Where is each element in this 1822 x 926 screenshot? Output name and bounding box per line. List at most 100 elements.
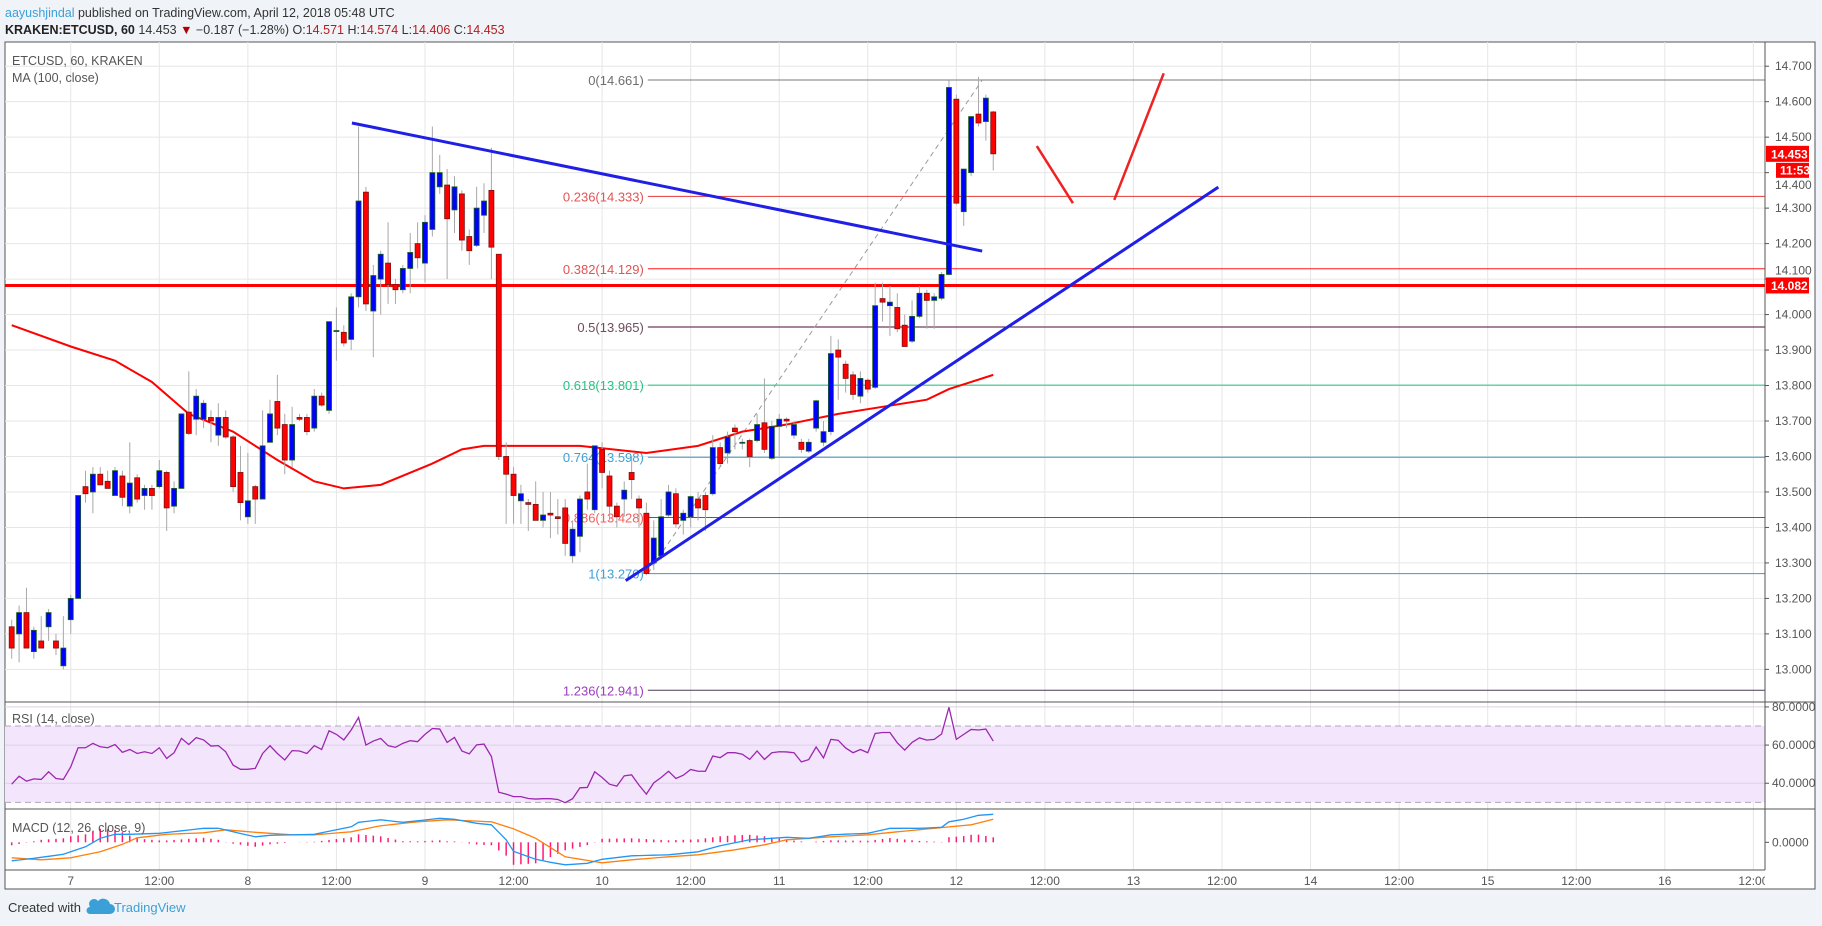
candle[interactable]	[835, 339, 842, 400]
candle[interactable]	[466, 229, 473, 265]
candle[interactable]	[458, 190, 465, 251]
candle[interactable]	[326, 321, 332, 414]
candle[interactable]	[901, 314, 908, 347]
ascending-trendline[interactable]	[624, 185, 1220, 582]
candle[interactable]	[267, 399, 273, 443]
candle[interactable]	[75, 495, 82, 599]
candle[interactable]	[38, 616, 45, 649]
candle[interactable]	[968, 115, 974, 177]
candle[interactable]	[149, 484, 155, 510]
candle[interactable]	[510, 467, 517, 524]
rsi-legend[interactable]: RSI (14, close)	[12, 712, 95, 726]
candle[interactable]	[16, 605, 22, 663]
candle[interactable]	[628, 456, 635, 500]
tradingview-logo[interactable]: TradingView	[86, 898, 187, 915]
candle[interactable]	[894, 293, 901, 333]
candle[interactable]	[857, 371, 864, 404]
candle[interactable]	[909, 300, 915, 343]
projection-arrow-line[interactable]	[1035, 145, 1075, 204]
candle[interactable]	[673, 488, 679, 528]
candle[interactable]	[783, 417, 790, 429]
candle[interactable]	[429, 126, 436, 237]
candle[interactable]	[134, 474, 141, 503]
candle[interactable]	[776, 413, 783, 457]
candle[interactable]	[709, 435, 716, 496]
candle[interactable]	[606, 470, 613, 521]
candle[interactable]	[931, 293, 938, 329]
candle[interactable]	[643, 502, 650, 576]
candle[interactable]	[540, 491, 546, 528]
candle[interactable]	[518, 484, 524, 524]
candle[interactable]	[768, 421, 775, 461]
candle[interactable]	[171, 481, 177, 514]
candle[interactable]	[104, 470, 111, 489]
candle[interactable]	[532, 481, 539, 521]
candle[interactable]	[813, 399, 820, 432]
candle[interactable]	[481, 183, 487, 233]
candle[interactable]	[252, 484, 259, 524]
candle[interactable]	[237, 445, 244, 521]
candle[interactable]	[45, 609, 52, 641]
candle[interactable]	[953, 94, 960, 205]
descending-trendline[interactable]	[351, 121, 983, 253]
candle[interactable]	[938, 271, 945, 301]
candle[interactable]	[960, 168, 967, 226]
candle[interactable]	[702, 491, 709, 531]
candle[interactable]	[850, 371, 856, 400]
candle[interactable]	[82, 470, 89, 503]
time-axis[interactable]: 7 12:00 8 12:00 9 12:00 10 12:00 11 12:00 12 12:00 1…	[67, 874, 1768, 888]
candle[interactable]	[156, 460, 163, 489]
candle[interactable]	[163, 470, 170, 531]
candle[interactable]	[289, 406, 296, 468]
author-link[interactable]: aayushjindal	[5, 6, 75, 20]
candle[interactable]	[495, 253, 502, 461]
candle[interactable]	[53, 633, 59, 656]
candle[interactable]	[798, 438, 805, 453]
candle[interactable]	[599, 442, 605, 489]
candle[interactable]	[636, 495, 642, 528]
candle[interactable]	[695, 491, 701, 521]
candle[interactable]	[67, 594, 74, 634]
candle[interactable]	[119, 470, 126, 507]
candle[interactable]	[274, 374, 281, 436]
candle[interactable]	[591, 445, 598, 514]
candle[interactable]	[296, 413, 303, 421]
candle[interactable]	[414, 222, 421, 269]
candle[interactable]	[562, 499, 569, 556]
candle[interactable]	[827, 335, 834, 436]
candle[interactable]	[8, 619, 15, 659]
candle[interactable]	[97, 467, 104, 486]
candle[interactable]	[680, 509, 687, 535]
candle[interactable]	[385, 222, 391, 304]
candle[interactable]	[230, 435, 237, 492]
candle[interactable]	[259, 410, 266, 500]
candle[interactable]	[30, 626, 37, 659]
candle[interactable]	[377, 250, 384, 315]
candle[interactable]	[990, 110, 997, 171]
candle[interactable]	[923, 289, 930, 329]
candle[interactable]	[60, 616, 67, 670]
candle[interactable]	[525, 499, 532, 531]
candle[interactable]	[791, 421, 797, 439]
candle[interactable]	[805, 438, 812, 453]
candle[interactable]	[333, 307, 340, 361]
candle[interactable]	[864, 378, 871, 393]
candle[interactable]	[982, 94, 989, 141]
candle[interactable]	[178, 413, 185, 489]
candle[interactable]	[318, 392, 325, 407]
candle[interactable]	[739, 438, 746, 450]
candle[interactable]	[503, 442, 510, 524]
candle[interactable]	[665, 484, 672, 517]
candle[interactable]	[916, 286, 923, 319]
candle[interactable]	[687, 495, 694, 528]
candle[interactable]	[613, 502, 620, 528]
candle[interactable]	[975, 76, 982, 127]
candle[interactable]	[554, 499, 561, 535]
candle[interactable]	[444, 169, 451, 280]
candle[interactable]	[112, 467, 118, 496]
candle[interactable]	[577, 495, 583, 553]
candle[interactable]	[23, 587, 30, 649]
candle[interactable]	[355, 126, 362, 308]
candle[interactable]	[717, 442, 724, 468]
candle[interactable]	[436, 154, 443, 194]
